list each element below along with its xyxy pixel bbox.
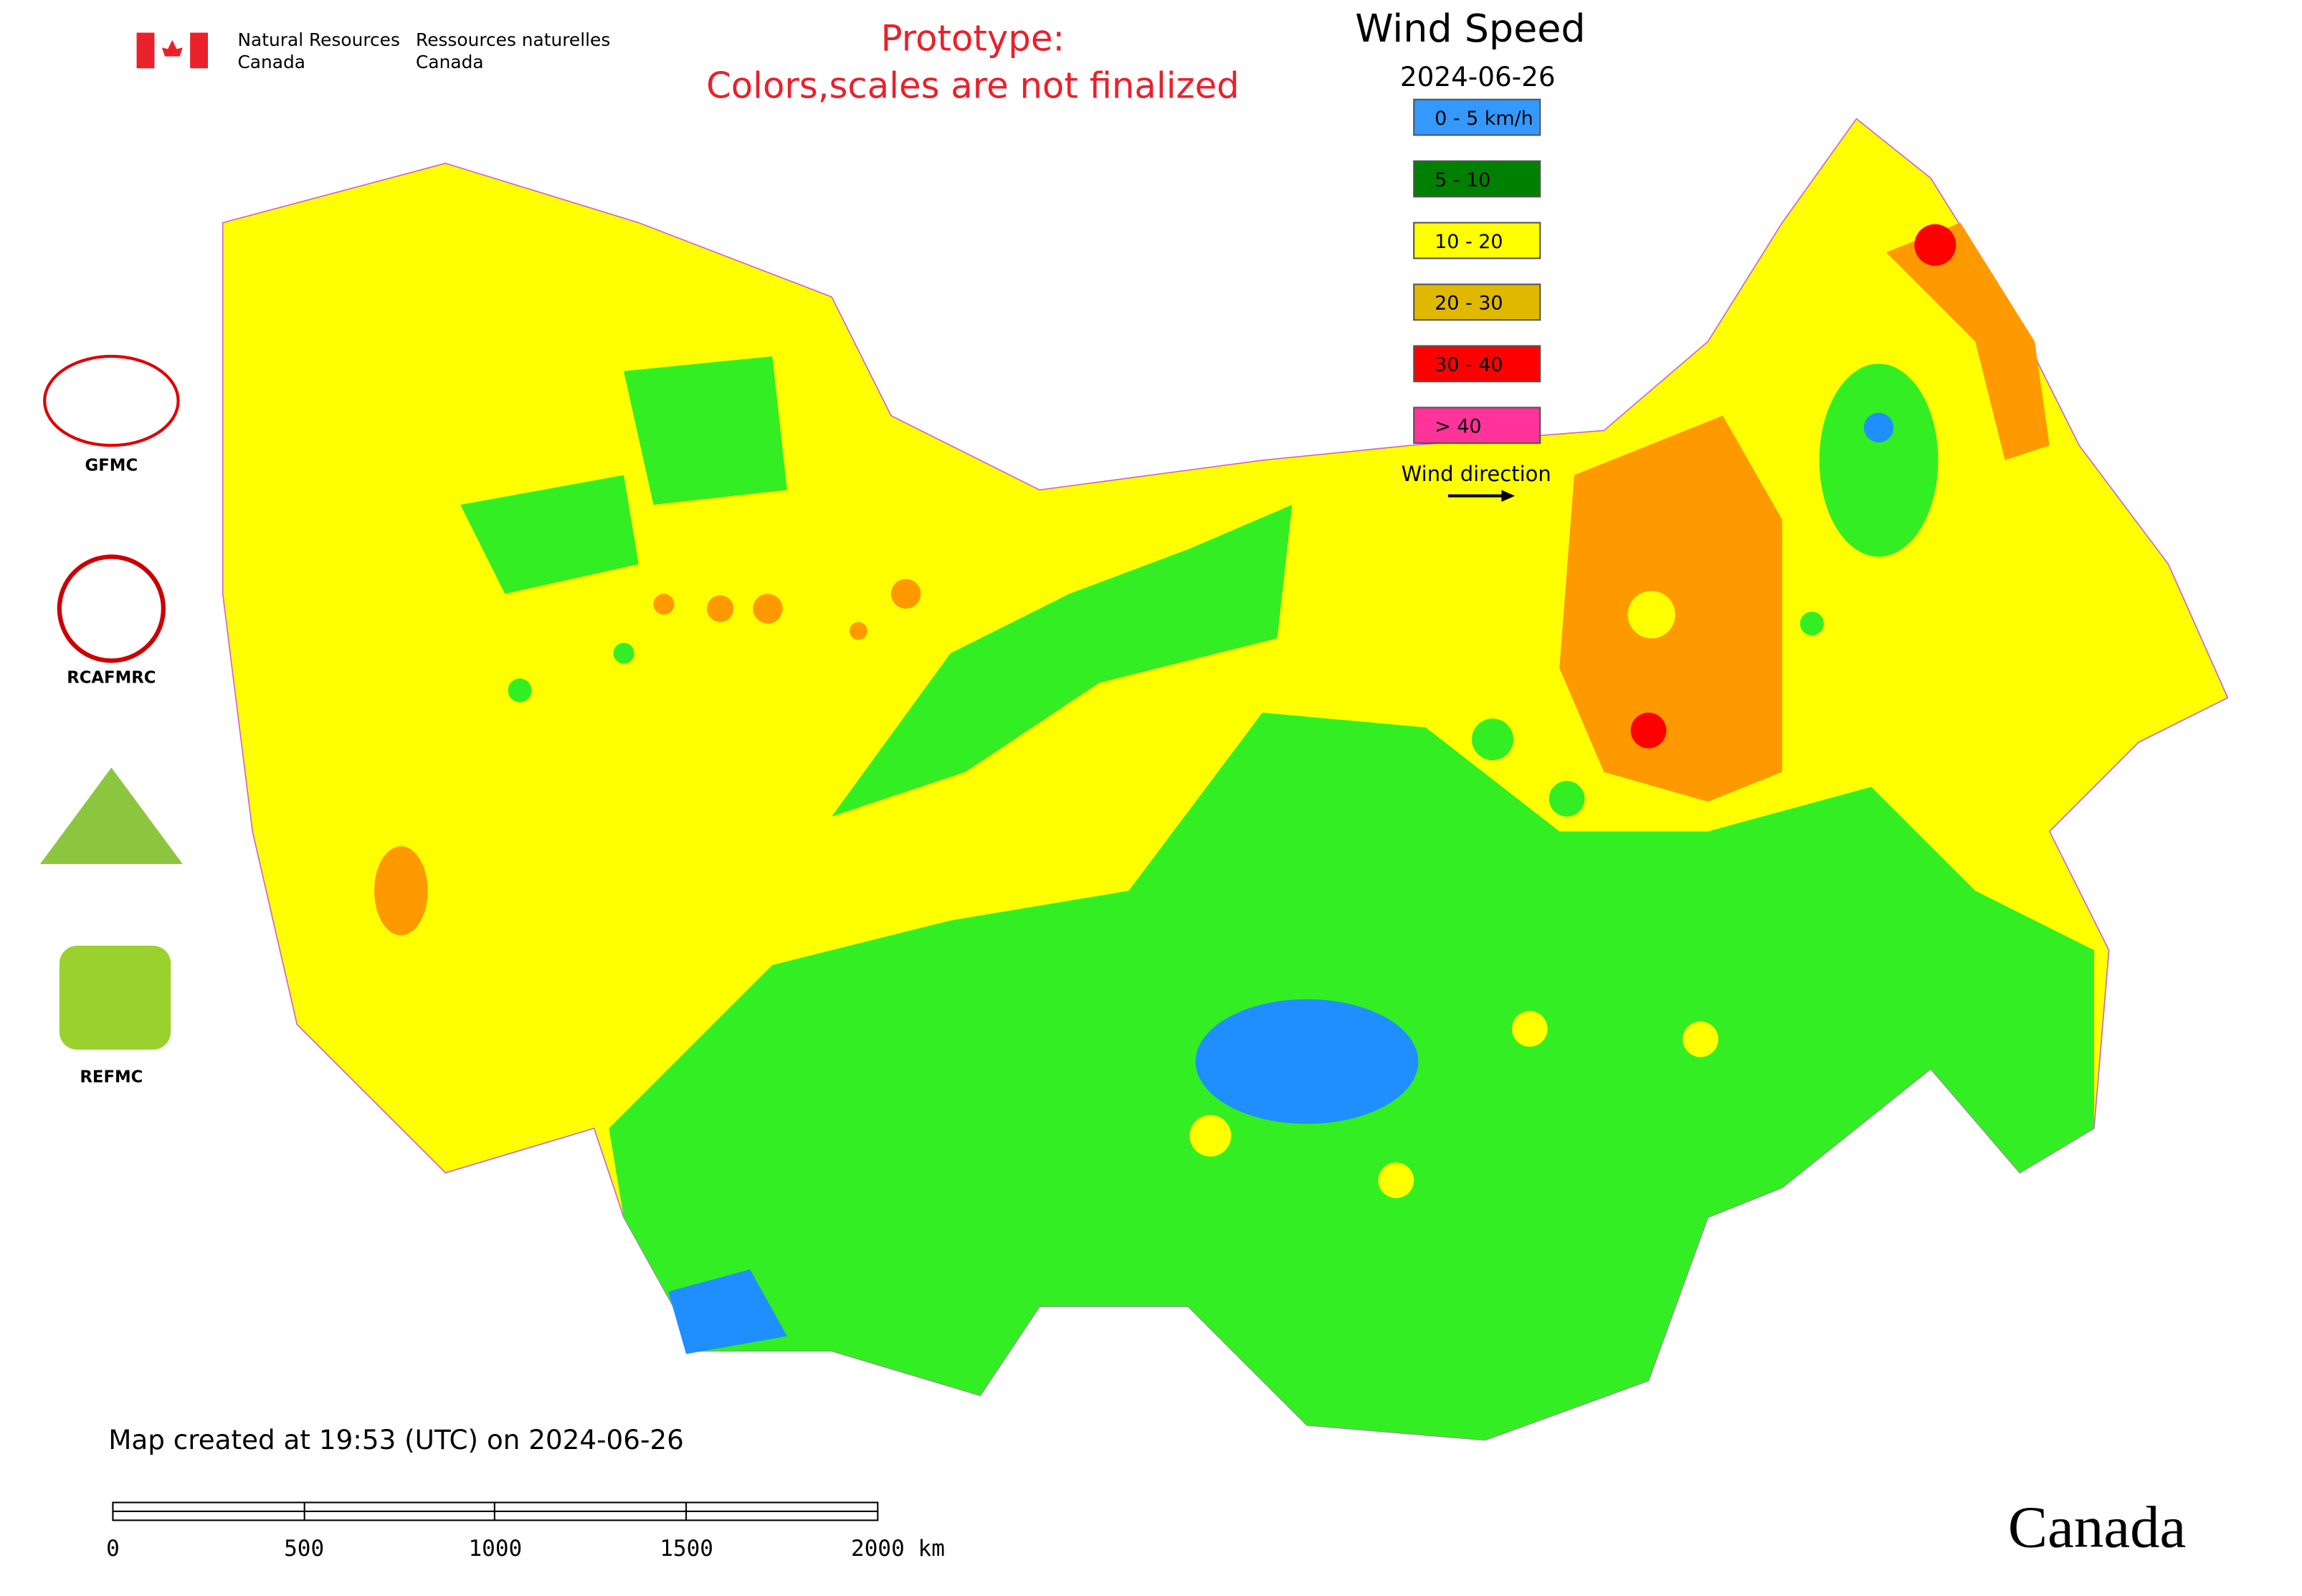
legend-label: 0 - 5 km/h: [1435, 108, 1533, 130]
land: [222, 118, 2229, 1441]
scale-label: 0: [106, 1536, 120, 1562]
agency-fr: Canada: [416, 52, 484, 72]
scale-bar: [112, 1501, 879, 1521]
legend-label: 30 - 40: [1435, 354, 1503, 376]
agency-fr: Ressources naturelles: [416, 29, 610, 50]
legend-label: 20 - 30: [1435, 293, 1503, 315]
legend-label: 10 - 20: [1435, 231, 1503, 253]
wind-arrow: [1447, 490, 1516, 502]
flag: [136, 32, 209, 69]
created-note: Map created at 19:53 (UTC) on 2024-06-26: [108, 1424, 684, 1455]
legend-title: Wind Speed: [1355, 6, 1585, 51]
canada-wordmark: Canada: [2008, 1494, 2186, 1560]
legend-swatch: [1413, 283, 1541, 321]
legend: 0 - 5 km/h 5 - 10 10 - 20 20 - 30 30 - 40 > 4…: [1413, 98, 1541, 445]
legend-swatch: [1413, 345, 1541, 383]
scale-labels: 0 500 1000 1500 2000 km: [106, 1536, 945, 1562]
scale-label: 1500: [660, 1536, 713, 1562]
legend-swatch: [1413, 222, 1541, 260]
agency-en: Natural Resources: [237, 29, 399, 50]
legend-swatch: [1413, 98, 1541, 136]
notice: Colors,scales are not finalized: [706, 65, 1240, 107]
legend-swatch: [1413, 407, 1541, 445]
logo-label: REFMC: [80, 1068, 143, 1087]
logos: [39, 354, 183, 1050]
scale-label: 500: [284, 1536, 324, 1562]
legend-swatch: [1413, 160, 1541, 198]
scale-label: 1000: [468, 1536, 522, 1562]
scale-label: 2000 km: [851, 1536, 945, 1562]
legend-label: 5 - 10: [1435, 169, 1490, 191]
wind-direction-label: Wind direction: [1402, 462, 1551, 486]
legend-label: > 40: [1435, 416, 1481, 438]
agency-en: Canada: [237, 52, 305, 72]
logo-label: GFMC: [85, 456, 138, 475]
notice: Prototype:: [881, 17, 1065, 59]
legend-date: 2024-06-26: [1400, 61, 1556, 92]
logo-label: RCAFMRC: [67, 669, 156, 688]
